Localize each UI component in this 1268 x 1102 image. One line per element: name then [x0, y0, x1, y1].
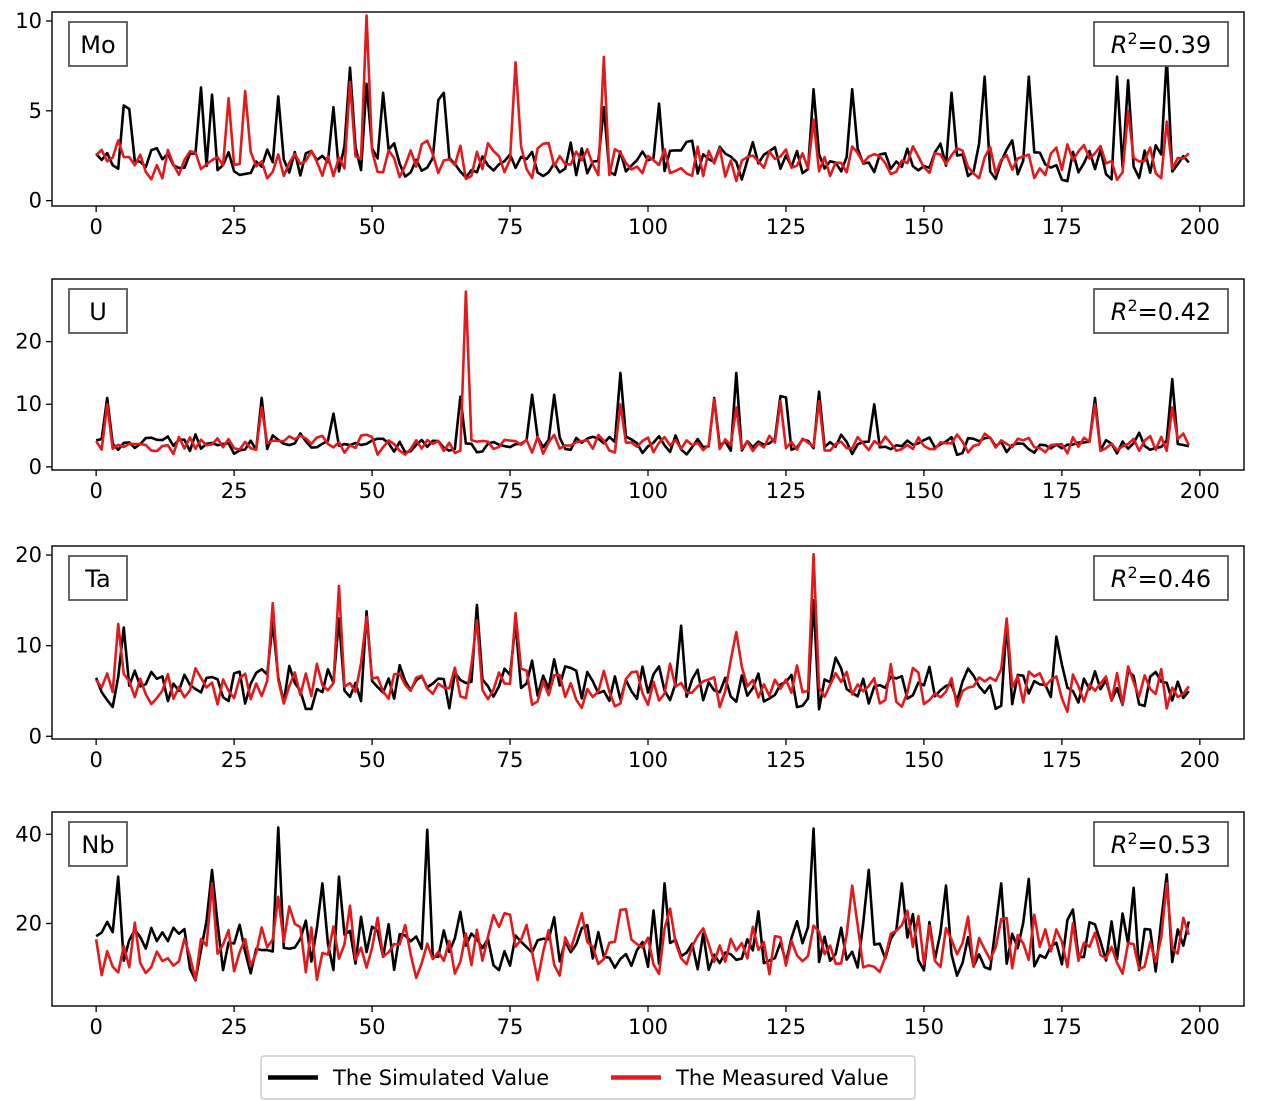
plot-frame — [51, 545, 1245, 740]
series-line-measured — [95, 14, 1190, 183]
y-tick-label: 40 — [15, 822, 42, 846]
x-tick-label: 0 — [89, 215, 102, 239]
y-tick-label: 0 — [29, 455, 42, 479]
x-tick-label: 100 — [628, 748, 668, 772]
x-tick-label: 0 — [89, 1015, 102, 1039]
legend-label-measured: The Measured Value — [675, 1066, 889, 1090]
x-tick-label: 175 — [1042, 479, 1082, 503]
x-tick-label: 100 — [628, 479, 668, 503]
r2-box — [1093, 821, 1229, 867]
y-tick-label: 0 — [29, 724, 42, 748]
r2-label: R2=0.42 — [1111, 296, 1211, 327]
x-tick-label: 150 — [904, 748, 944, 772]
x-tick-label: 0 — [89, 479, 102, 503]
legend-label-simulated: The Simulated Value — [332, 1066, 549, 1090]
y-tick-label: 0 — [29, 189, 42, 213]
x-tick-label: 25 — [221, 479, 248, 503]
x-tick-label: 175 — [1042, 215, 1082, 239]
x-tick-label: 75 — [497, 479, 524, 503]
x-tick-label: 150 — [904, 215, 944, 239]
panel-u: 0 25 50 75 100 125 150 175 200 0 10 20 U R2=0.42 — [15, 278, 1245, 503]
x-tick-label: 75 — [497, 1015, 524, 1039]
x-tick-label: 25 — [221, 1015, 248, 1039]
plot-frame — [51, 811, 1245, 1007]
x-tick-label: 50 — [359, 215, 386, 239]
series-line-measured — [95, 290, 1190, 456]
x-tick-label: 150 — [904, 1015, 944, 1039]
x-tick-label: 150 — [904, 479, 944, 503]
x-tick-label: 75 — [497, 748, 524, 772]
y-tick-label: 20 — [15, 330, 42, 354]
y-tick-label: 20 — [15, 911, 42, 935]
x-tick-label: 50 — [359, 748, 386, 772]
x-tick-label: 200 — [1180, 748, 1220, 772]
x-tick-label: 25 — [221, 215, 248, 239]
panel-nb: 0 25 50 75 100 125 150 175 200 20 40 Nb R2=0.53 — [15, 811, 1245, 1039]
r2-box — [1093, 21, 1229, 67]
x-tick-label: 50 — [359, 1015, 386, 1039]
x-tick-label: 100 — [628, 1015, 668, 1039]
element-tag-box — [68, 821, 128, 867]
x-tick-label: 175 — [1042, 1015, 1082, 1039]
element-tag: Mo — [80, 31, 115, 59]
x-tick-label: 25 — [221, 748, 248, 772]
x-tick-label: 175 — [1042, 748, 1082, 772]
x-tick-label: 125 — [766, 479, 806, 503]
r2-label: R2=0.39 — [1111, 29, 1211, 60]
legend-frame — [260, 1055, 916, 1100]
element-tag: Nb — [81, 831, 114, 859]
x-tick-label: 50 — [359, 479, 386, 503]
x-tick-label: 100 — [628, 215, 668, 239]
x-tick-label: 125 — [766, 1015, 806, 1039]
x-tick-label: 200 — [1180, 1015, 1220, 1039]
x-tick-label: 125 — [766, 748, 806, 772]
x-tick-label: 200 — [1180, 479, 1220, 503]
y-tick-label: 10 — [15, 392, 42, 416]
x-tick-label: 75 — [497, 215, 524, 239]
y-tick-label: 20 — [15, 543, 42, 567]
r2-label: R2=0.53 — [1111, 829, 1211, 860]
series-line-simulated — [95, 826, 1191, 982]
element-tag-box — [68, 555, 128, 601]
series-line-measured — [95, 552, 1190, 714]
element-tag: U — [89, 298, 107, 326]
panel-ta: 0 25 50 75 100 125 150 175 200 0 10 20 Ta R2=0.46 — [15, 543, 1245, 772]
element-tag-box — [68, 288, 128, 334]
r2-box — [1093, 288, 1229, 334]
series-line-measured — [94, 882, 1191, 982]
r2-box — [1093, 555, 1229, 601]
y-tick-label: 10 — [15, 634, 42, 658]
y-tick-label: 5 — [29, 99, 42, 123]
plot-frame — [51, 11, 1245, 207]
x-tick-label: 200 — [1180, 215, 1220, 239]
element-tag-box — [68, 21, 128, 67]
r2-label: R2=0.46 — [1111, 563, 1211, 594]
element-tag: Ta — [84, 565, 110, 593]
x-tick-label: 0 — [89, 748, 102, 772]
panel-mo: 0 25 50 75 100 125 150 175 200 0 5 10 Mo R2=0.39 — [15, 9, 1245, 239]
series-line-simulated — [95, 55, 1190, 183]
y-tick-label: 10 — [15, 9, 42, 33]
x-tick-label: 125 — [766, 215, 806, 239]
legend: The Simulated Value The Measured Value — [260, 1055, 916, 1100]
